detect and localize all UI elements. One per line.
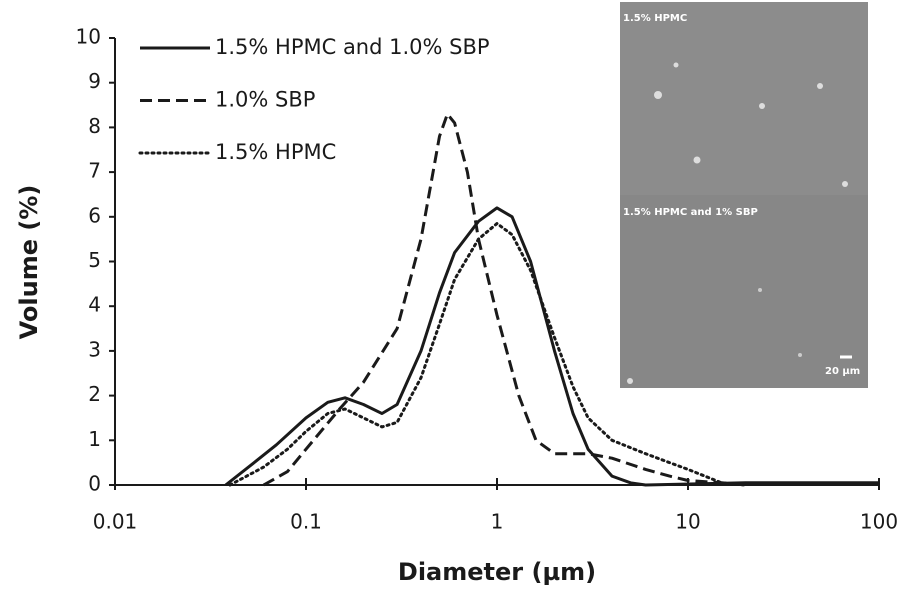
y-tick-label: 6 <box>88 203 101 227</box>
x-tick-label: 1 <box>491 510 504 534</box>
x-axis-label: Diameter (µm) <box>398 558 596 586</box>
y-tick-label: 5 <box>88 248 101 272</box>
y-tick-label: 8 <box>88 114 101 138</box>
inset-label: 1.5% HPMC and 1% SBP <box>623 207 758 218</box>
y-tick-label: 4 <box>88 293 101 317</box>
inset-scale-label: 20 µm <box>825 366 860 377</box>
y-tick-label: 1 <box>88 427 101 451</box>
inset-image: 1.5% HPMC 1.5% HPMC and 1% SBP 20 µm <box>620 2 868 388</box>
legend-label: 1.5% HPMC <box>215 140 336 164</box>
y-tick-label: 9 <box>88 69 101 93</box>
y-axis-label: Volume (%) <box>15 185 43 340</box>
y-tick-label: 7 <box>88 159 101 183</box>
x-tick-label: 10 <box>675 510 700 534</box>
chart: 1.5% HPMC 1.5% HPMC and 1% SBP 20 µm Dia… <box>0 0 907 599</box>
x-tick-label: 100 <box>860 510 898 534</box>
inset-panel <box>620 195 868 388</box>
legend-label: 1.5% HPMC and 1.0% SBP <box>215 35 490 59</box>
y-tick-label: 0 <box>88 472 101 496</box>
inset-label: 1.5% HPMC <box>623 13 687 24</box>
y-tick-label: 2 <box>88 382 101 406</box>
y-tick-label: 3 <box>88 337 101 361</box>
y-tick-label: 10 <box>76 25 101 49</box>
x-tick-label: 0.1 <box>290 510 322 534</box>
legend-label: 1.0% SBP <box>215 88 315 112</box>
x-tick-label: 0.01 <box>93 510 138 534</box>
